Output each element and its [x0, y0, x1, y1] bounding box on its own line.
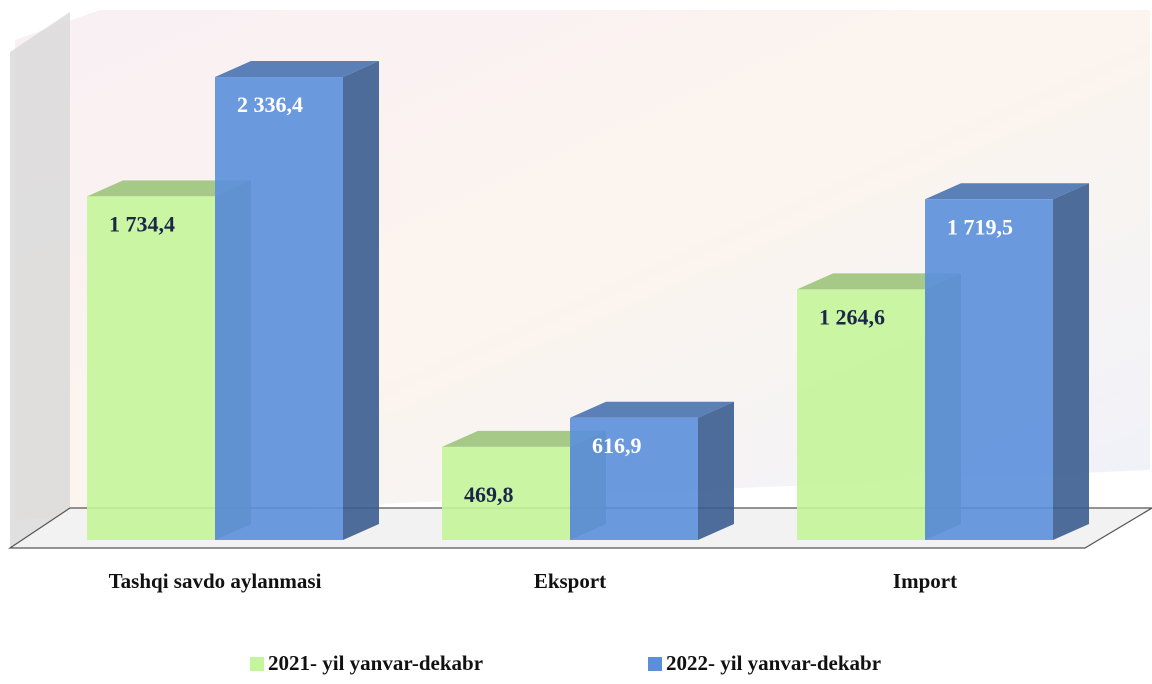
- bar-side: [1053, 183, 1089, 541]
- value-label: 1 734,4: [109, 211, 175, 236]
- legend-label: 2021- yil yanvar-dekabr: [268, 651, 483, 675]
- bar-top: [925, 183, 1089, 200]
- bar-top: [87, 180, 251, 197]
- value-label: 469,8: [464, 482, 514, 507]
- bar-side: [343, 61, 379, 541]
- bar-side: [698, 401, 734, 540]
- value-label: 1 719,5: [947, 214, 1013, 239]
- bar: [925, 199, 1053, 541]
- bar-top: [215, 61, 379, 78]
- bar-top: [442, 430, 606, 447]
- legend-swatch: [250, 657, 264, 671]
- back-wall: [10, 12, 70, 548]
- bar: [215, 77, 343, 541]
- bar-top: [797, 273, 961, 290]
- bar: [570, 417, 698, 540]
- bar: [797, 289, 925, 540]
- bar: [442, 446, 570, 540]
- value-label: 2 336,4: [237, 92, 303, 117]
- legend-label: 2022- yil yanvar-dekabr: [666, 651, 881, 675]
- bar: [87, 196, 215, 540]
- x-tick-label: Eksport: [534, 569, 606, 593]
- legend-swatch: [648, 657, 662, 671]
- value-label: 1 264,6: [819, 304, 885, 329]
- x-tick-label: Import: [893, 569, 957, 593]
- bar-top: [570, 401, 734, 418]
- value-label: 616,9: [592, 433, 642, 458]
- x-tick-label: Tashqi savdo aylanmasi: [109, 569, 322, 593]
